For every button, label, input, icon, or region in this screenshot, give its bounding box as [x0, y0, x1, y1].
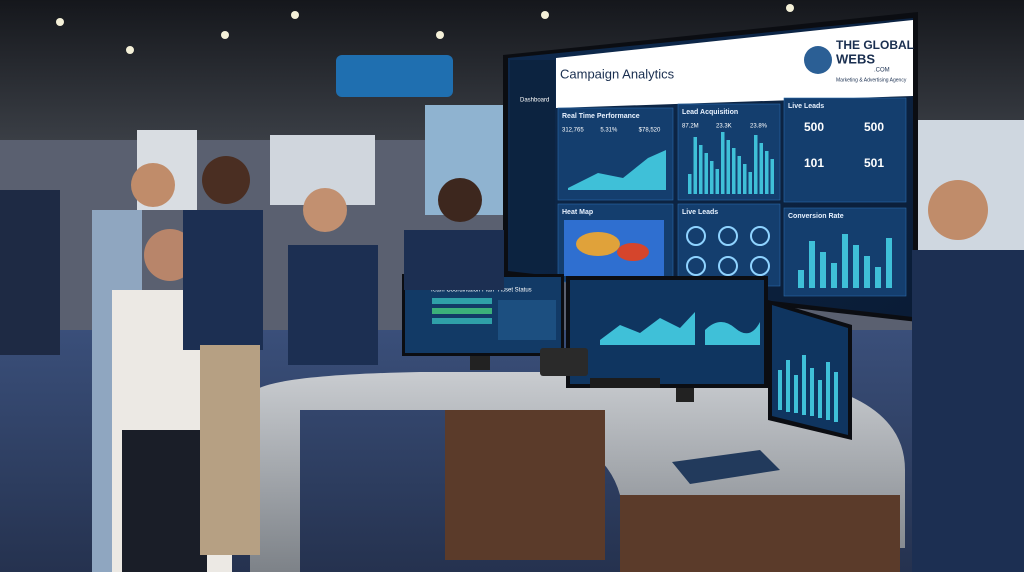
sidebar-item: Dashboard [520, 98, 549, 104]
lead-ring [718, 256, 738, 276]
chart-bar [715, 169, 719, 194]
heat-map-spot [576, 232, 620, 256]
chart-bar [842, 234, 848, 288]
lead-ring [686, 226, 706, 246]
tablet [672, 450, 780, 484]
logo-tagline: Marketing & Advertising Agency [836, 77, 907, 83]
chart-bar [754, 135, 758, 194]
stat: 501 [864, 156, 884, 170]
chart-bar [798, 270, 804, 288]
chart-bar [759, 143, 763, 194]
stat: 23.8% [750, 124, 768, 130]
stat: 500 [864, 120, 884, 134]
desk-wood [620, 495, 900, 572]
chart-bar [704, 153, 708, 194]
hanging-sign [336, 55, 453, 97]
monitor [566, 276, 768, 402]
stat: 23.3K [716, 124, 732, 130]
chart-bar [743, 164, 747, 194]
monitor [768, 300, 852, 440]
logo-globe [804, 46, 832, 74]
panel-title: Live Leads [682, 209, 718, 216]
lead-ring [750, 256, 770, 276]
desk-wood [445, 410, 605, 560]
people [0, 156, 1024, 572]
chart-bar [886, 238, 892, 288]
stat: 101 [804, 156, 824, 170]
stat: 500 [804, 120, 824, 134]
chart-bar [721, 132, 725, 194]
chart-bar [737, 156, 741, 194]
monitor-panel-title: Asset Status [498, 288, 532, 294]
lead-ring [686, 256, 706, 276]
screen-title: Campaign Analytics [560, 66, 675, 81]
heat-map-spot [617, 243, 649, 261]
panel-title: Lead Acquisition [682, 109, 738, 116]
stat: 5.31% [600, 128, 618, 134]
logo-line: WEBS [836, 51, 875, 66]
panel-title: Real Time Performance [562, 113, 640, 120]
chart-bar [710, 161, 714, 194]
lead-ring [718, 226, 738, 246]
stat: 312,765 [562, 128, 584, 134]
chart-bar [765, 151, 769, 194]
chart-bar [809, 241, 815, 288]
stat: $78,520 [639, 128, 661, 134]
lead-ring [750, 226, 770, 246]
monitor-panel-title: Team Coordination Plan [430, 288, 494, 294]
logo-line: THE GLOBAL [836, 38, 914, 52]
chart-bar [688, 174, 692, 194]
panel-title: Heat Map [562, 209, 593, 216]
chart-bar [853, 245, 859, 288]
phone [540, 348, 588, 376]
chart-bar [726, 140, 730, 194]
chart-bar [864, 256, 870, 288]
logo-tld: .COM [874, 68, 890, 74]
chart-bar [875, 267, 881, 288]
chart-bar [820, 252, 826, 288]
chart-bar [748, 172, 752, 194]
chart-area [568, 150, 666, 190]
chart-bar [693, 137, 697, 194]
panel [783, 97, 907, 203]
panel-title: Live Leads [788, 103, 824, 110]
header [556, 20, 913, 108]
keyboard [590, 378, 660, 388]
chart-bar [831, 263, 837, 288]
stat: 87.2M [682, 124, 699, 130]
chart-bar [699, 145, 703, 194]
chart-bar [732, 148, 736, 194]
panel-title: Conversion Rate [788, 213, 844, 220]
sidebar [510, 60, 555, 270]
chart-bar [770, 159, 774, 194]
lights [56, 4, 794, 54]
